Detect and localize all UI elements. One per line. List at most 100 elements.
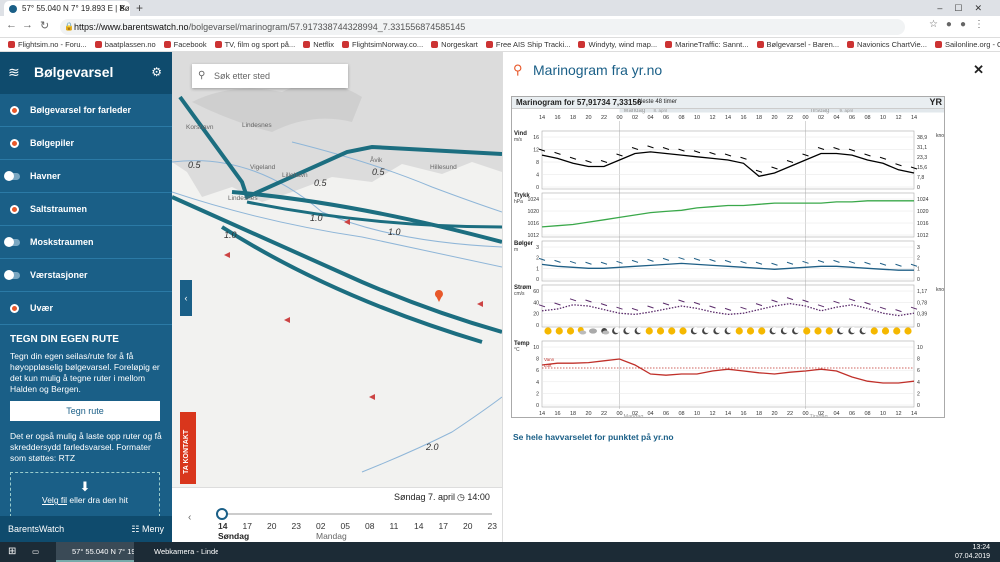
hour-tick-label: 04 <box>647 411 653 417</box>
direction-arrow <box>569 298 577 302</box>
panel-unit: cm/s <box>514 291 525 297</box>
close-panel-button[interactable]: ✕ <box>973 62 984 77</box>
draw-route-button[interactable]: Tegn rute <box>10 401 160 421</box>
contact-button[interactable]: TA KONTAKT <box>180 412 196 484</box>
bookmark-item[interactable]: baatplassen.no <box>94 38 156 51</box>
system-clock[interactable]: 13:24 07.04.2019 <box>955 543 990 561</box>
task-view-icon[interactable]: ▭ <box>32 547 40 556</box>
sun-icon <box>656 327 665 335</box>
url-input[interactable]: 🔒 https://www.barentswatch.no/bolgevarse… <box>60 19 905 35</box>
timeline-hour[interactable]: 20 <box>463 521 473 531</box>
bookmark-item[interactable]: Navionics ChartVie... <box>847 38 927 51</box>
timeline-hour[interactable]: 08 <box>365 521 375 531</box>
toggle-switch[interactable] <box>4 237 20 247</box>
bookmark-item[interactable]: Free AIS Ship Tracki... <box>485 38 570 51</box>
back-icon[interactable]: ← <box>6 19 17 31</box>
taskbar-item-browser[interactable]: 57° 55.040 N 7° 19.8... <box>56 542 134 562</box>
day-label: Tirsdag <box>810 109 830 114</box>
bookmark-item[interactable]: Bølgevarsel - Baren... <box>756 38 839 51</box>
barentswatch-logo[interactable]: BarentsWatch <box>8 524 65 534</box>
timeline-hour[interactable]: 20 <box>267 521 277 531</box>
direction-arrow <box>910 166 918 170</box>
full-forecast-link[interactable]: Se hele havvarselet for punktet på yr.no <box>513 432 674 442</box>
bookmark-item[interactable]: Flightsim.no - Foru... <box>8 38 87 51</box>
sidebar-item[interactable]: Bølgevarsel for farleder <box>0 94 172 127</box>
sidebar-item[interactable]: Værstasjoner <box>0 259 172 292</box>
right-unit: knop <box>936 133 945 139</box>
timeline-hour[interactable]: 05 <box>340 521 350 531</box>
direction-arrow <box>848 260 856 264</box>
direction-arrow <box>864 153 871 157</box>
direction-arrow <box>771 299 778 303</box>
previous-time-icon[interactable]: ‹ <box>188 512 192 523</box>
new-tab-button[interactable]: + <box>136 1 144 15</box>
panel-frame <box>541 130 915 190</box>
timeline-hour[interactable]: 14 <box>218 521 228 531</box>
bookmark-item[interactable]: Windyty, wind map... <box>578 38 657 51</box>
extension-icons[interactable]: ☆●●⋮ <box>928 19 992 30</box>
collapse-sidebar-button[interactable]: ‹ <box>180 280 192 316</box>
window-controls[interactable]: –☐✕ <box>937 3 994 13</box>
toggle-switch[interactable] <box>4 171 20 181</box>
direction-arrow <box>585 299 592 303</box>
bookmark-item[interactable]: Norgeskart <box>431 38 478 51</box>
fairway-route[interactable] <box>178 95 502 200</box>
forward-icon[interactable]: → <box>22 19 33 31</box>
fairway-route[interactable] <box>231 190 502 244</box>
sidebar-item[interactable]: Moskstraumen <box>0 226 172 259</box>
gear-icon[interactable]: ⚙ <box>151 65 162 79</box>
hour-tick-label: 14 <box>539 115 545 121</box>
sidebar-item-label: Moskstraumen <box>30 237 94 247</box>
timeline-handle[interactable] <box>216 508 228 520</box>
fairway-route[interactable] <box>172 195 502 334</box>
sidebar-item[interactable]: Havner <box>0 160 172 193</box>
timeline-hour[interactable]: 11 <box>389 521 399 531</box>
timeline-hour[interactable]: 17 <box>438 521 448 531</box>
start-icon[interactable]: ⊞ <box>8 546 17 557</box>
place-label: Korshavn <box>186 124 214 131</box>
bookmark-item[interactable]: Netflix <box>303 38 334 51</box>
choose-file-link[interactable]: Velg fil <box>42 495 68 505</box>
bookmark-item[interactable]: Sailonline.org - Onli... <box>934 38 1000 51</box>
bookmark-item[interactable]: TV, film og sport på... <box>214 38 295 51</box>
timeline-hour[interactable]: 23 <box>487 521 497 531</box>
fairway-route[interactable] <box>220 225 483 344</box>
close-tab-icon[interactable]: ✕ <box>118 3 126 13</box>
cloud-icon <box>579 330 587 335</box>
timeline-hour[interactable]: 14 <box>414 521 424 531</box>
timeline-track[interactable] <box>222 513 492 515</box>
bookmark-item[interactable]: Facebook <box>163 38 207 51</box>
sidebar-item[interactable]: Bølgepiler <box>0 127 172 160</box>
taskbar-item-label: 57° 55.040 N 7° 19.8... <box>72 547 134 556</box>
y-tick-label-right: 0 <box>917 323 920 329</box>
taskbar-item-webcam[interactable]: Webkamera - Linde... <box>138 542 218 562</box>
direction-arrow <box>864 261 871 265</box>
search-input[interactable]: ⚲ Søk etter sted <box>192 64 348 88</box>
hour-tick-label: 02 <box>632 411 638 417</box>
timeline-day-1: Søndag <box>218 531 250 541</box>
timeline-hour[interactable]: 17 <box>242 521 252 531</box>
day-label: Tirsdag <box>810 414 828 418</box>
fairway-route[interactable] <box>246 200 502 229</box>
sidebar-item[interactable]: Uvær <box>0 292 172 325</box>
day-label: Mandag <box>624 109 646 114</box>
location-pin-icon[interactable] <box>434 290 443 302</box>
browser-tab[interactable]: 57° 55.040 N 7° 19.893 E | Bølge... ✕ <box>4 1 130 16</box>
bookmark-label: Navionics ChartVie... <box>857 40 927 49</box>
reload-icon[interactable]: ↻ <box>40 20 50 32</box>
menu-button[interactable]: ☷ Meny <box>131 524 164 534</box>
toggle-switch[interactable] <box>4 270 20 280</box>
layer-active-icon <box>10 106 19 115</box>
bookmark-item[interactable]: FlightsimNorway.co... <box>342 38 423 51</box>
bookmark-item[interactable]: MarineTraffic: Sannt... <box>665 38 749 51</box>
timeline-hour[interactable]: 02 <box>316 521 326 531</box>
panel-unit: m <box>514 247 518 253</box>
hour-tick-label: 00 <box>616 411 622 417</box>
direction-arrow <box>833 259 840 263</box>
map[interactable]: Korshavn Lindesnes Vigeland Lillehavn Åvik Hi… <box>172 52 502 487</box>
timeline-hour[interactable]: 23 <box>291 521 301 531</box>
sidebar-item[interactable]: Saltstraumen <box>0 193 172 226</box>
sun-icon <box>893 327 901 335</box>
y-tick-label: 10 <box>533 345 539 351</box>
upload-dropzone[interactable]: ⬇ Velg fil eller dra den hit <box>10 472 160 517</box>
